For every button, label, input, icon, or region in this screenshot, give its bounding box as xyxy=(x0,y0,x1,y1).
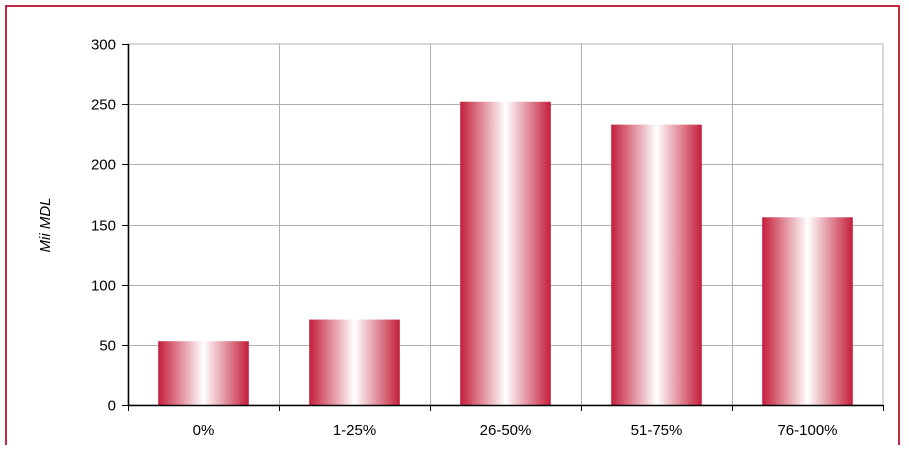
y-tick-label: 300 xyxy=(91,37,116,54)
y-tick-label: 50 xyxy=(99,338,116,355)
y-tick-label: 100 xyxy=(91,278,116,295)
tick-labels: 0 50 100 150 200 250 300 0% 1-25% 26-50% 51-75% 76-… xyxy=(91,37,838,440)
y-tick-label: 150 xyxy=(91,218,116,235)
x-tick-label: 0% xyxy=(193,422,215,439)
bar-1-25% xyxy=(309,319,400,405)
x-tick-label: 26-50% xyxy=(480,422,532,439)
bars xyxy=(158,101,853,405)
axes xyxy=(122,44,884,411)
bar-51-75% xyxy=(611,124,702,405)
y-tick-label: 200 xyxy=(91,157,116,174)
bar-26-50% xyxy=(460,101,551,405)
bar-0% xyxy=(158,341,249,405)
y-axis-title: Mii MDL xyxy=(37,198,54,253)
x-tick-label: 1-25% xyxy=(333,422,376,439)
bar-76-100% xyxy=(762,217,853,405)
x-tick-label: 51-75% xyxy=(631,422,683,439)
x-tick-label: 76-100% xyxy=(777,422,837,439)
chart-frame xyxy=(5,5,900,445)
y-tick-label: 250 xyxy=(91,97,116,114)
y-tick-label: 0 xyxy=(108,398,116,415)
